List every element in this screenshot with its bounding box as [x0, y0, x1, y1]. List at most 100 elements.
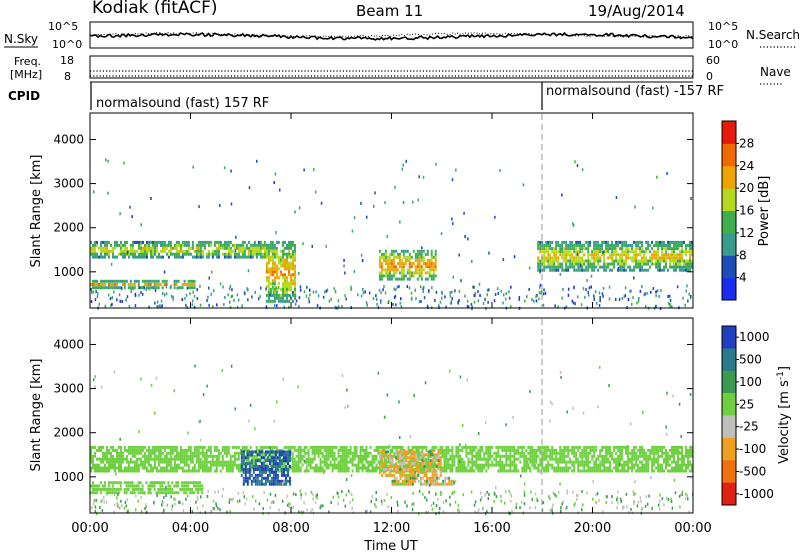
data-cell — [591, 256, 594, 260]
data-cell — [357, 466, 360, 470]
data-cell — [661, 253, 663, 257]
data-cell — [485, 445, 488, 449]
data-cell — [263, 252, 266, 256]
data-cell — [115, 279, 118, 283]
noise-cell — [126, 250, 129, 254]
data-cell — [382, 255, 385, 259]
noise-cell — [328, 510, 330, 514]
noise-cell — [127, 509, 130, 513]
data-cell — [292, 261, 294, 265]
noise-cell — [366, 215, 368, 219]
noise-cell — [275, 231, 277, 235]
data-cell — [418, 262, 421, 266]
data-cell — [292, 249, 294, 253]
data-cell — [432, 268, 435, 272]
data-cell — [123, 466, 126, 470]
data-cell — [587, 259, 590, 263]
data-cell — [665, 265, 667, 269]
data-cell — [121, 283, 124, 286]
data-cell — [263, 246, 266, 250]
data-cell — [265, 264, 268, 268]
data-cell — [430, 482, 432, 486]
data-cell — [551, 454, 554, 458]
noise-cell — [444, 295, 446, 299]
data-cell — [161, 243, 164, 247]
data-cell — [217, 460, 220, 464]
data-cell — [111, 487, 114, 491]
data-cell — [573, 250, 576, 254]
data-cell — [501, 463, 504, 467]
data-cell — [272, 450, 275, 454]
data-cell — [396, 252, 399, 256]
data-cell — [561, 250, 564, 254]
data-cell — [597, 268, 600, 272]
data-cell — [290, 282, 292, 286]
data-cell — [286, 296, 288, 300]
data-cell — [433, 448, 436, 452]
noise-cell — [408, 286, 411, 290]
data-cell — [120, 448, 122, 452]
data-cell — [119, 484, 122, 488]
data-cell — [378, 271, 381, 275]
data-cell — [479, 454, 482, 458]
data-cell — [285, 476, 287, 480]
data-cell — [272, 459, 275, 463]
data-cell — [607, 265, 610, 269]
data-cell — [277, 255, 280, 259]
data-cell — [409, 450, 412, 454]
data-cell — [671, 445, 673, 449]
data-cell — [254, 473, 257, 477]
data-cell — [294, 243, 296, 247]
freq-label-line1: Freq. — [14, 55, 41, 68]
data-cell — [392, 259, 395, 262]
data-cell — [237, 252, 240, 256]
data-cell — [461, 466, 464, 470]
data-cell — [284, 261, 286, 265]
noise-cell — [299, 285, 302, 289]
data-cell — [287, 459, 289, 463]
noise-cell — [325, 244, 327, 248]
data-cell — [521, 448, 524, 452]
data-cell — [175, 255, 178, 259]
data-cell — [289, 465, 291, 469]
data-cell — [107, 481, 110, 485]
data-cell — [256, 482, 259, 486]
data-cell — [288, 249, 290, 253]
data-cell — [691, 445, 693, 449]
data-cell — [138, 240, 140, 244]
data-cell — [633, 463, 636, 467]
data-cell — [365, 460, 368, 464]
data-cell — [659, 445, 662, 449]
noise-cell — [414, 471, 416, 475]
data-cell — [436, 479, 439, 483]
data-cell — [177, 252, 180, 256]
data-cell — [625, 469, 628, 473]
data-cell — [591, 457, 594, 461]
noise-cell — [611, 501, 613, 505]
data-cell — [625, 253, 628, 257]
noise-cell — [116, 298, 118, 302]
data-cell — [395, 450, 398, 454]
data-cell — [575, 262, 578, 266]
data-cell — [559, 253, 562, 257]
data-cell — [215, 454, 218, 458]
data-cell — [195, 246, 198, 250]
data-cell — [541, 240, 544, 244]
data-cell — [173, 491, 176, 495]
data-cell — [389, 470, 392, 474]
data-cell — [429, 453, 432, 457]
data-cell — [155, 466, 158, 470]
data-cell — [603, 469, 606, 473]
data-cell — [679, 240, 681, 244]
data-cell — [257, 240, 260, 244]
data-cell — [185, 448, 188, 452]
data-cell — [107, 279, 110, 283]
data-cell — [581, 256, 584, 260]
data-cell — [144, 249, 146, 253]
data-cell — [599, 244, 602, 247]
data-cell — [565, 463, 568, 467]
data-cell — [275, 293, 278, 297]
data-cell — [177, 491, 180, 495]
data-cell — [481, 445, 484, 449]
data-cell — [341, 451, 344, 455]
